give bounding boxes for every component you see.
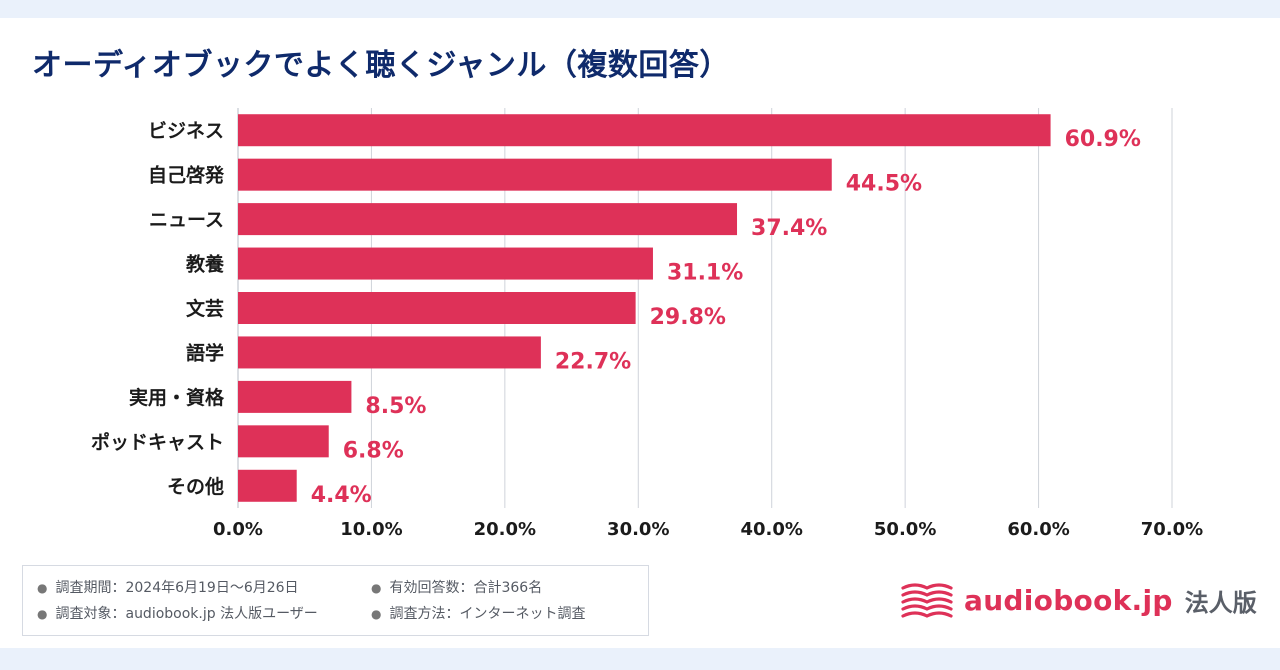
value-label: 60.9% [1065, 127, 1141, 152]
brand-logo: audiobook.jp 法人版 [900, 578, 1257, 622]
x-tick-label: 50.0% [874, 519, 936, 540]
survey-target-note: ● 調査対象：audiobook.jp 法人版ユーザー [37, 606, 318, 622]
bar [238, 380, 352, 413]
value-label: 22.7% [555, 349, 631, 374]
category-label: ポッドキャスト [91, 430, 224, 453]
bar [238, 247, 653, 280]
category-label: 教養 [186, 253, 225, 276]
x-tick-label: 10.0% [340, 519, 402, 540]
survey-target-text: 調査対象：audiobook.jp 法人版ユーザー [55, 606, 318, 622]
x-tick-label: 0.0% [213, 519, 263, 540]
category-label: その他 [167, 475, 224, 498]
bar [238, 425, 329, 458]
x-tick-label: 20.0% [474, 519, 536, 540]
chart-card: オーディオブックでよく聴くジャンル（複数回答） 0.0% 10.0% 20.0% 30… [0, 18, 1280, 648]
survey-period-text: 調査期間：2024年6月19日〜6月26日 [55, 580, 299, 596]
value-label: 6.8% [343, 438, 404, 463]
bar [238, 203, 738, 236]
value-label: 31.1% [667, 261, 743, 286]
bar [238, 158, 832, 191]
category-label: ビジネス [148, 120, 224, 142]
value-label: 4.4% [311, 483, 372, 508]
category-label: 実用・資格 [129, 386, 225, 409]
bar [238, 114, 1051, 147]
brand-name: audiobook.jp [964, 583, 1173, 617]
brand-suffix: 法人版 [1184, 588, 1257, 617]
x-tick-label: 30.0% [607, 519, 669, 540]
category-label: ニュース [149, 209, 224, 231]
category-label: 文芸 [186, 297, 224, 320]
respondent-count-text: 有効回答数：合計366名 [389, 580, 543, 596]
category-label: 語学 [186, 341, 224, 364]
value-label: 29.8% [650, 305, 726, 330]
x-tick-label: 70.0% [1141, 519, 1203, 540]
value-label: 37.4% [751, 216, 827, 241]
survey-method-note: ● 調査方法：インターネット調査 [371, 606, 586, 622]
respondent-count-note: ● 有効回答数：合計366名 [371, 580, 543, 596]
bar-chart: 0.0% 10.0% 20.0% 30.0% 40.0% 50.0% 60.0% 70.0% ビ… [91, 108, 1203, 540]
category-label: 自己啓発 [148, 164, 225, 187]
bar [238, 292, 636, 324]
bar [238, 336, 541, 369]
value-label: 8.5% [365, 394, 426, 419]
survey-method-text: 調査方法：インターネット調査 [389, 606, 586, 622]
bar [238, 469, 297, 502]
x-tick-label: 40.0% [740, 519, 802, 540]
open-book-icon [901, 583, 953, 618]
x-tick-label: 60.0% [1007, 519, 1069, 540]
survey-period-note: ● 調査期間：2024年6月19日〜6月26日 [37, 580, 299, 596]
chart-title: オーディオブックでよく聴くジャンル（複数回答） [32, 48, 730, 83]
survey-notes: ● 調査期間：2024年6月19日〜6月26日 ● 有効回答数：合計366名 ● 調査… [22, 565, 649, 636]
value-label: 44.5% [846, 172, 922, 197]
